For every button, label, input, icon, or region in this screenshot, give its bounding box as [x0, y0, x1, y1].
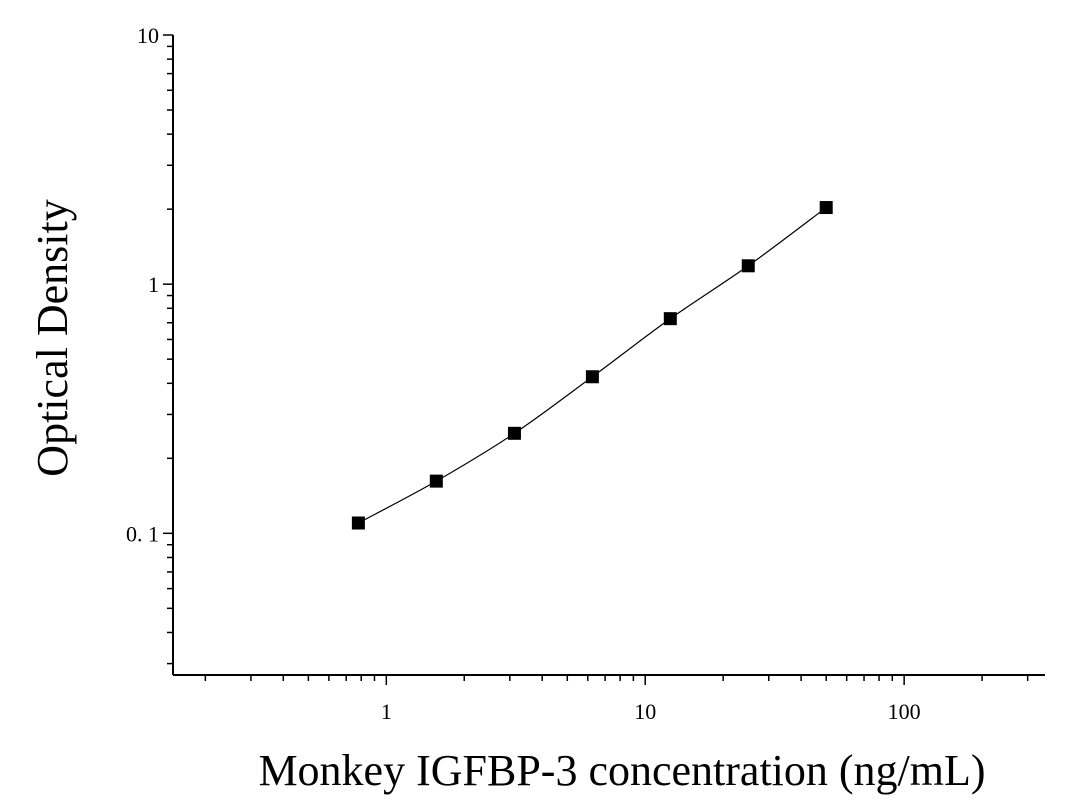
- data-point: [429, 474, 443, 488]
- data-markers: [351, 201, 833, 530]
- data-point: [507, 426, 521, 440]
- x-tick-label: 10: [634, 699, 656, 724]
- y-ticks: 0. 1 1 10: [126, 23, 173, 665]
- x-ticks: 1 10 100: [204, 675, 1029, 724]
- y-tick-label: 1: [148, 272, 159, 297]
- x-axis-title: Monkey IGFBP-3 concentration (ng/mL): [258, 746, 985, 795]
- y-tick-label: 0. 1: [126, 521, 159, 546]
- data-point: [351, 516, 365, 530]
- data-point: [585, 370, 599, 384]
- data-point: [663, 312, 677, 326]
- data-point: [819, 201, 833, 215]
- y-axis-title: Optical Density: [28, 199, 77, 476]
- data-point: [741, 259, 755, 273]
- y-tick-label: 10: [137, 23, 159, 48]
- x-tick-label: 1: [381, 699, 392, 724]
- x-tick-label: 100: [888, 699, 921, 724]
- fit-line: [358, 207, 827, 524]
- axes: 1 10 100 0. 1 1 10: [126, 23, 1045, 724]
